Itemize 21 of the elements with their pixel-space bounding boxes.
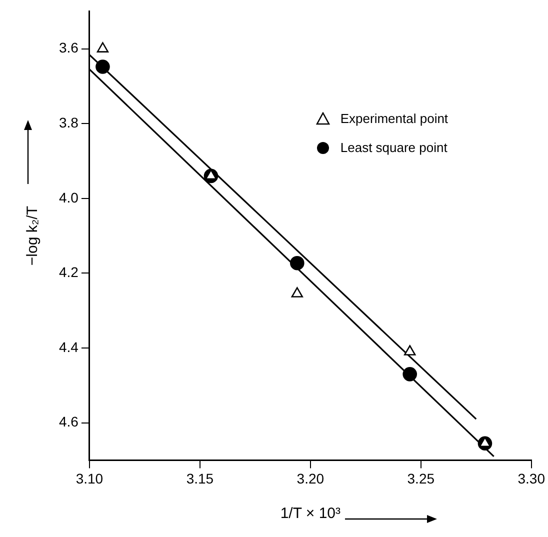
y-tick-label: 4.0 bbox=[58, 189, 79, 206]
x-tick-label: 3.25 bbox=[407, 470, 435, 486]
y-tick-label: 4.4 bbox=[58, 338, 79, 355]
y-axis-title: −log k₂/T bbox=[24, 206, 42, 266]
legend-label: Least square point bbox=[340, 140, 448, 156]
legend-label: Experimental point bbox=[340, 111, 448, 126]
y-tick-label: 3.6 bbox=[58, 40, 79, 56]
point bbox=[290, 256, 304, 270]
x-axis-title: 1/T × 10³ bbox=[280, 505, 341, 522]
x-tick-label: 3.20 bbox=[296, 470, 324, 486]
point bbox=[96, 42, 109, 52]
y-tick-label: 4.6 bbox=[58, 414, 79, 430]
x-tick-label: 3.10 bbox=[76, 470, 104, 486]
x-tick-label: 3.15 bbox=[186, 470, 214, 486]
point bbox=[402, 367, 417, 382]
y-tick-label: 4.2 bbox=[58, 264, 79, 280]
point bbox=[291, 287, 304, 298]
point bbox=[96, 60, 110, 74]
x-tick-label: 3.30 bbox=[518, 470, 546, 486]
y-tick-label: 3.8 bbox=[58, 114, 79, 130]
point bbox=[404, 345, 416, 356]
